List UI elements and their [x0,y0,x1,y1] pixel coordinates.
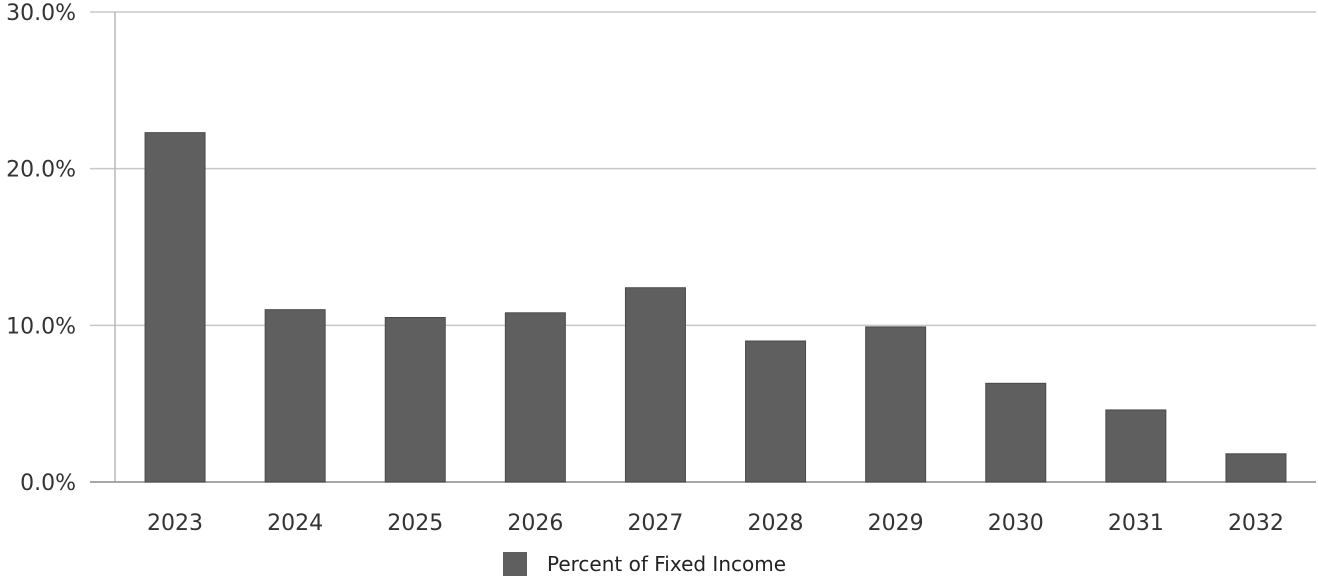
y-tick-label: 10.0% [6,314,76,339]
legend: Percent of Fixed Income [503,552,786,576]
gridlines [90,11,1316,327]
x-tick-label: 2025 [387,511,443,536]
y-tick-label: 20.0% [6,158,76,183]
x-tick-label: 2032 [1228,511,1284,536]
bar-2031 [1105,409,1167,483]
legend-swatch [503,552,527,576]
bar-2025 [384,317,446,483]
x-tick-label: 2026 [507,511,563,536]
x-axis-tick-labels: 2023 2024 2025 2026 2027 2028 2029 2030 2031 2032 [147,511,1284,536]
bar-2028 [745,340,807,483]
bars [144,132,1287,483]
bar-2026 [504,312,566,483]
bar-2029 [865,326,927,483]
x-tick-label: 2028 [748,511,804,536]
x-tick-label: 2023 [147,511,203,536]
bar-2030 [985,382,1047,483]
y-tick-label: 30.0% [6,1,76,26]
x-tick-label: 2027 [627,511,683,536]
bar-2027 [624,287,686,483]
x-tick-label: 2024 [267,511,323,536]
bar-2032 [1225,453,1287,483]
legend-label: Percent of Fixed Income [547,552,786,576]
x-tick-label: 2030 [988,511,1044,536]
bar-2024 [264,309,326,483]
bar-2023 [144,132,206,483]
x-tick-label: 2031 [1108,511,1164,536]
y-tick-label: 0.0% [20,471,76,496]
x-tick-label: 2029 [868,511,924,536]
y-axis-tick-labels: 0.0% 10.0% 20.0% 30.0% [6,1,76,496]
